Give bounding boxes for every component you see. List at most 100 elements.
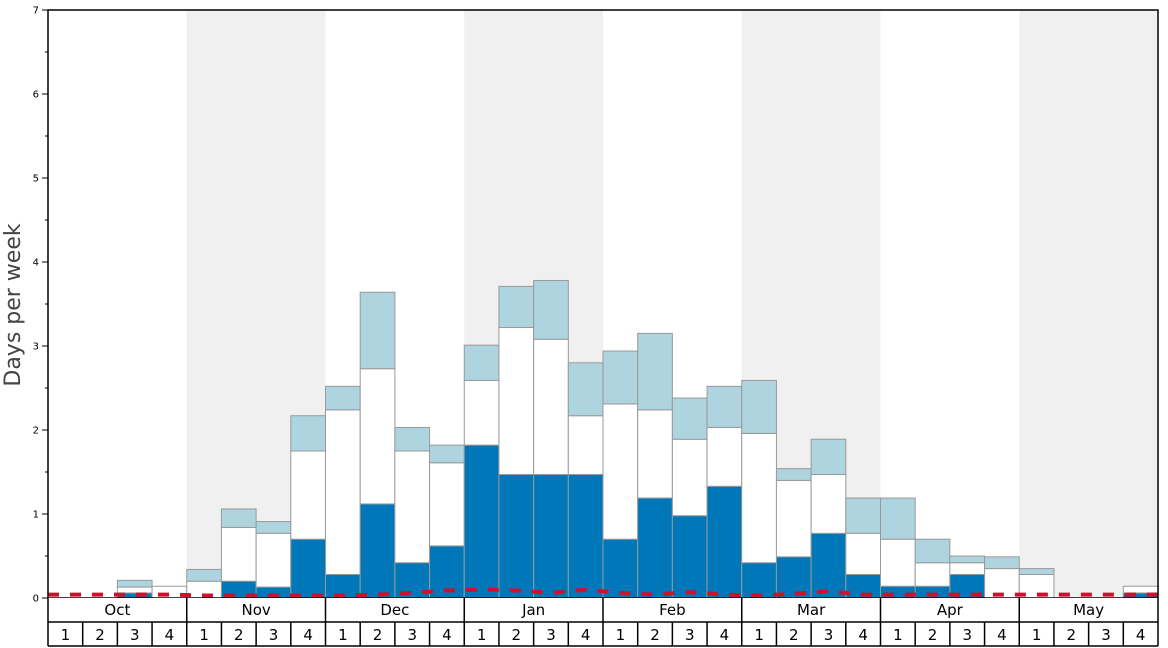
bar-white-11 [429, 462, 465, 547]
month-label-apr: Apr [937, 601, 964, 619]
bar-light-8 [325, 385, 361, 411]
bar-white-8 [325, 409, 361, 575]
bar-dark-19 [706, 485, 743, 599]
bar-white-13 [498, 327, 535, 476]
bar-light-16 [602, 350, 639, 405]
bar-light-17 [637, 332, 673, 411]
week-label-24: 1 [893, 626, 903, 644]
bar-white-9 [359, 368, 396, 505]
y-tick-label-0: 0 [33, 594, 39, 605]
week-label-4: 1 [199, 626, 209, 644]
y-tick-label-5: 5 [33, 174, 39, 185]
bar-light-14 [533, 279, 569, 340]
week-label-13: 2 [512, 626, 522, 644]
y-tick-label-1: 1 [33, 510, 39, 521]
bar-dark-14 [533, 474, 569, 599]
bar-light-27 [984, 556, 1020, 570]
week-label-27: 4 [997, 626, 1007, 644]
month-shade-may [1019, 10, 1158, 598]
month-label-dec: Dec [380, 601, 409, 619]
bar-light-9 [359, 291, 396, 370]
bar-white-20 [741, 432, 777, 564]
bar-white-2 [116, 586, 153, 594]
bar-light-23 [845, 497, 881, 534]
bar-white-12 [463, 379, 500, 446]
bar-dark-15 [567, 474, 604, 599]
week-label-12: 1 [477, 626, 487, 644]
bar-light-4 [186, 568, 222, 582]
bar-white-19 [706, 426, 743, 487]
week-label-15: 4 [581, 626, 591, 644]
bar-dark-12 [463, 444, 500, 599]
week-label-25: 2 [928, 626, 938, 644]
bar-light-2 [116, 579, 153, 588]
dashed-line-layer [48, 587, 1158, 598]
month-label-feb: Feb [659, 601, 686, 619]
week-label-7: 4 [303, 626, 313, 644]
week-label-26: 3 [962, 626, 972, 644]
week-label-22: 3 [824, 626, 834, 644]
bar-white-14 [533, 338, 569, 476]
bar-light-7 [290, 415, 326, 452]
bar-dark-16 [602, 538, 639, 599]
bar-light-25 [914, 538, 951, 564]
week-label-23: 4 [858, 626, 868, 644]
month-label-nov: Nov [241, 601, 270, 619]
week-label-6: 3 [269, 626, 279, 644]
bar-white-25 [914, 562, 951, 587]
bar-light-20 [741, 379, 777, 434]
bar-white-17 [637, 409, 673, 499]
week-label-2: 3 [130, 626, 140, 644]
week-label-18: 3 [685, 626, 695, 644]
bar-white-31 [1122, 585, 1159, 594]
bar-light-15 [567, 362, 604, 417]
y-axis-label: Days per week [1, 223, 26, 386]
week-label-5: 2 [234, 626, 244, 644]
bar-light-24 [880, 497, 916, 540]
week-label-28: 1 [1032, 626, 1042, 644]
bar-light-6 [255, 521, 292, 534]
bar-dark-9 [359, 503, 396, 599]
bar-light-22 [810, 438, 847, 476]
week-label-31: 4 [1136, 626, 1146, 644]
bar-white-22 [810, 474, 847, 534]
y-tick-label-3: 3 [33, 342, 39, 353]
week-label-3: 4 [165, 626, 175, 644]
y-tick-label-2: 2 [33, 426, 39, 437]
week-label-21: 2 [789, 626, 799, 644]
bar-white-21 [775, 479, 812, 558]
month-label-mar: Mar [797, 601, 826, 619]
y-tick-label-7: 7 [33, 6, 39, 17]
bar-light-13 [498, 285, 535, 329]
bar-white-5 [220, 526, 257, 582]
y-tick-label-6: 6 [33, 90, 39, 101]
week-label-9: 2 [373, 626, 383, 644]
bar-white-6 [255, 532, 292, 588]
month-label-may: May [1073, 601, 1104, 619]
bar-dark-20 [741, 562, 777, 599]
bar-white-7 [290, 450, 326, 540]
bar-light-5 [220, 508, 257, 528]
week-label-30: 3 [1101, 626, 1111, 644]
bar-white-10 [394, 450, 431, 564]
bar-white-26 [949, 562, 986, 575]
week-label-11: 4 [442, 626, 452, 644]
week-label-19: 4 [720, 626, 730, 644]
dashed-line [48, 587, 1158, 598]
bar-dark-7 [290, 538, 326, 599]
week-label-1: 2 [95, 626, 105, 644]
month-label-jan: Jan [521, 601, 545, 619]
month-label-oct: Oct [104, 601, 130, 619]
week-label-17: 2 [650, 626, 660, 644]
bar-white-15 [567, 415, 604, 476]
week-label-14: 3 [546, 626, 556, 644]
bar-light-18 [671, 397, 708, 440]
bar-white-24 [880, 538, 916, 587]
bars [116, 279, 1159, 599]
week-label-10: 3 [407, 626, 417, 644]
bar-light-26 [949, 555, 986, 564]
bar-light-21 [775, 468, 812, 481]
bar-light-11 [429, 444, 465, 464]
bar-dark-22 [810, 532, 847, 599]
